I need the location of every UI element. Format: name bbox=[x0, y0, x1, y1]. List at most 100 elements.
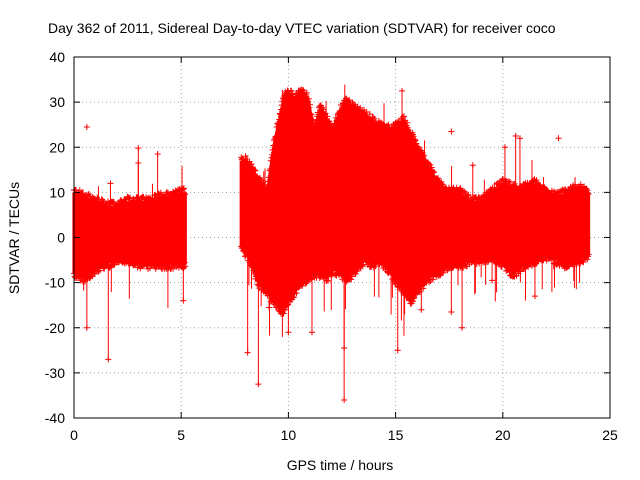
data-point bbox=[585, 190, 592, 197]
data-point bbox=[307, 101, 314, 108]
data-point bbox=[303, 280, 310, 287]
data-point bbox=[536, 181, 543, 188]
data-point bbox=[577, 181, 584, 188]
data-point bbox=[431, 169, 438, 176]
data-point bbox=[584, 256, 591, 263]
data-point bbox=[359, 263, 366, 270]
data-point bbox=[305, 95, 312, 102]
data-point bbox=[371, 115, 378, 122]
data-point bbox=[126, 194, 133, 201]
data-point bbox=[94, 194, 101, 201]
data-point bbox=[414, 143, 421, 150]
data-point bbox=[308, 111, 315, 118]
data-point bbox=[428, 164, 435, 171]
data-point bbox=[252, 167, 259, 174]
data-point bbox=[300, 87, 307, 94]
data-point bbox=[251, 167, 258, 174]
data-point bbox=[413, 140, 420, 147]
data-point bbox=[303, 279, 310, 286]
data-point bbox=[460, 264, 467, 271]
data-point bbox=[280, 310, 287, 317]
y-tick-label: 0 bbox=[57, 230, 65, 246]
data-point bbox=[363, 109, 370, 116]
data-point bbox=[281, 306, 288, 313]
data-point bbox=[540, 256, 547, 263]
y-axis-label: SDTVAR / TECUs bbox=[6, 182, 22, 294]
data-point bbox=[533, 177, 540, 184]
y-tick-label: 20 bbox=[49, 139, 65, 155]
data-point bbox=[261, 181, 268, 188]
data-point bbox=[438, 180, 445, 187]
data-point bbox=[435, 175, 442, 182]
data-point bbox=[580, 259, 587, 266]
data-point bbox=[583, 185, 590, 192]
data-point bbox=[327, 121, 334, 128]
data-point bbox=[585, 251, 592, 258]
data-point bbox=[293, 290, 300, 297]
outlier-point bbox=[272, 284, 279, 291]
data-point bbox=[354, 103, 361, 110]
x-tick-label: 0 bbox=[70, 427, 78, 443]
data-point bbox=[303, 89, 310, 96]
data-point bbox=[346, 97, 353, 104]
data-point bbox=[420, 153, 427, 160]
data-point bbox=[410, 133, 417, 140]
data-point bbox=[309, 116, 316, 123]
data-points bbox=[71, 84, 592, 403]
data-point bbox=[290, 294, 297, 301]
data-point bbox=[465, 191, 472, 198]
data-point bbox=[511, 180, 518, 187]
data-point bbox=[415, 144, 422, 151]
data-point bbox=[505, 178, 512, 185]
x-tick-label: 10 bbox=[281, 427, 297, 443]
x-tick-label: 5 bbox=[177, 427, 185, 443]
x-tick-label: 25 bbox=[602, 427, 618, 443]
y-tick-label: -40 bbox=[45, 410, 65, 426]
data-point bbox=[287, 87, 294, 94]
data-point bbox=[170, 265, 177, 272]
axis-ticks: -40 -30 -20 -10 0 10 20 30 40 0 5 10 15 20 25 bbox=[45, 49, 618, 443]
data-point bbox=[310, 117, 317, 124]
data-point bbox=[420, 152, 427, 159]
data-point bbox=[325, 277, 332, 284]
data-point bbox=[179, 186, 186, 193]
data-point bbox=[299, 282, 306, 289]
data-point bbox=[366, 111, 373, 118]
data-point bbox=[139, 194, 146, 201]
data-point bbox=[372, 263, 379, 270]
x-tick-label: 15 bbox=[388, 427, 404, 443]
data-point bbox=[95, 268, 102, 275]
data-point bbox=[352, 271, 359, 278]
data-point bbox=[85, 191, 92, 198]
outlier-point bbox=[555, 135, 562, 142]
data-point bbox=[411, 294, 418, 301]
data-point bbox=[436, 272, 443, 279]
y-tick-label: -10 bbox=[45, 275, 65, 291]
data-point bbox=[348, 273, 355, 280]
y-tick-label: 40 bbox=[49, 49, 65, 65]
data-point bbox=[410, 295, 417, 302]
data-point bbox=[324, 113, 331, 120]
data-point bbox=[493, 181, 500, 188]
y-tick-label: -20 bbox=[45, 320, 65, 336]
outlier-point bbox=[83, 123, 90, 130]
y-tick-label: 30 bbox=[49, 94, 65, 110]
data-point bbox=[99, 196, 106, 203]
data-point bbox=[94, 268, 101, 275]
data-point bbox=[325, 118, 332, 125]
data-point bbox=[180, 185, 187, 192]
y-tick-label: 10 bbox=[49, 184, 65, 200]
data-point bbox=[180, 264, 187, 271]
data-point bbox=[426, 279, 433, 286]
data-point bbox=[426, 160, 433, 167]
data-point bbox=[157, 189, 164, 196]
data-point bbox=[427, 278, 434, 285]
data-point bbox=[525, 263, 532, 270]
x-tick-label: 20 bbox=[495, 427, 511, 443]
data-point bbox=[182, 191, 189, 198]
data-point bbox=[417, 288, 424, 295]
data-point bbox=[404, 119, 411, 126]
data-point bbox=[507, 179, 514, 186]
data-point bbox=[429, 276, 436, 283]
